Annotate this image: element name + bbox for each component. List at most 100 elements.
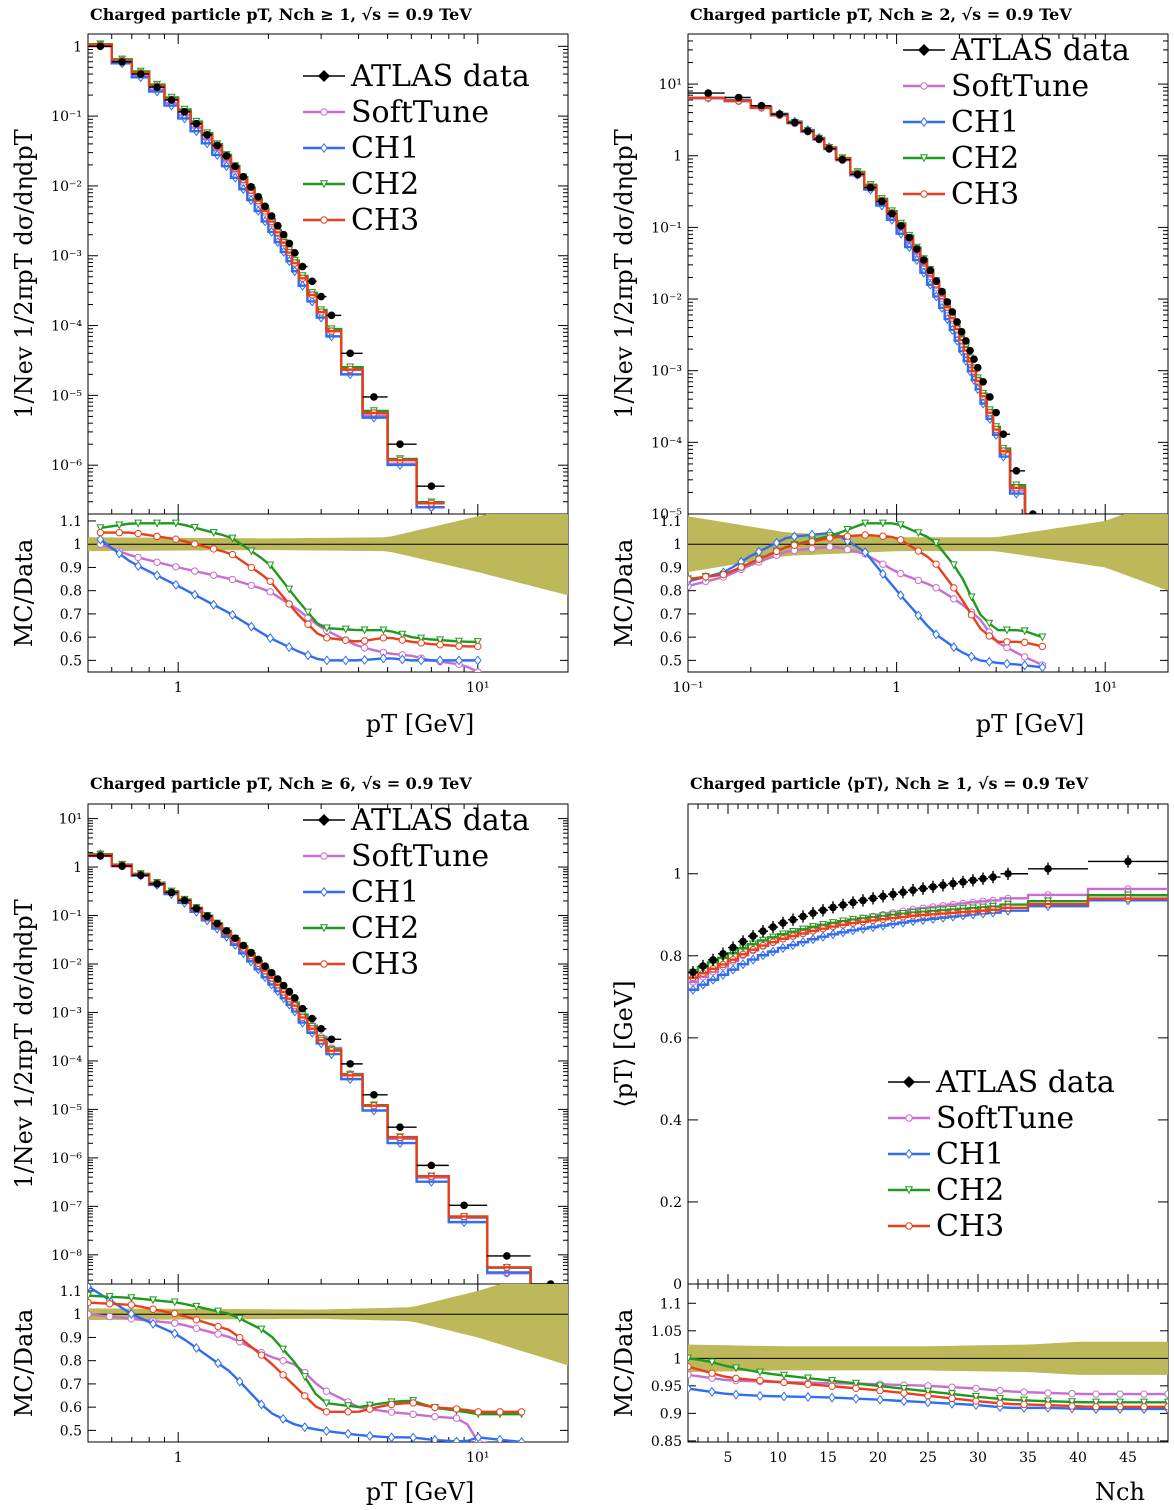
y-tick-label: 1 [673,149,682,165]
ratio-marker-CH2 [899,1385,909,1394]
ratio-marker-CH2 [875,1382,885,1391]
y-tick-label: 10⁻⁴ [651,435,682,451]
legend-label: ATLAS data [350,803,530,838]
data-point [222,927,231,935]
ratio-marker-CH3 [323,634,331,642]
ratio-marker-CH2 [923,1387,933,1396]
ratio-marker-CH3 [257,1351,266,1359]
ratio-marker-CH1 [341,655,350,666]
ratio-marker-CH1 [452,1436,461,1442]
data-point [279,981,288,990]
x-tick-label: 40 [1069,1450,1087,1466]
legend-label: CH3 [951,177,1019,212]
y-tick-label: 10¹ [59,812,82,828]
data-point [779,919,787,927]
ratio-marker-SoftTune [1164,1390,1168,1398]
ratio-marker-CH1 [967,651,976,662]
data-uncertainty-band [88,1284,568,1366]
ratio-marker-CH3 [708,1369,716,1377]
ratio-marker-CH3 [996,1399,1004,1407]
ratio-marker-SoftTune [948,1383,956,1391]
y-tick-label: 10⁻² [51,179,82,195]
data-point [167,888,176,897]
y-tick-label: 0.6 [660,1031,682,1047]
data-point [136,70,145,78]
ratio-marker-CH3 [1164,1403,1168,1411]
data-point [370,393,378,401]
ratio-marker-CH2 [127,1294,136,1303]
ratio-marker-CH1 [496,1434,504,1442]
data-point [327,1035,336,1044]
ratio-marker-CH3 [826,534,834,542]
data-point [1012,467,1021,475]
data-point [503,1252,511,1260]
data-point [992,408,1000,417]
data-point [254,955,263,964]
mc-curve-CH1 [688,899,1168,991]
ratio-marker-CH3 [409,1399,417,1407]
data-point [966,346,974,355]
ratio-frame [687,513,1169,673]
ratio-marker-CH2 [266,561,275,570]
ratio-y-tick-label: 1 [673,537,682,553]
mc-curve-CH2 [88,853,532,1284]
ratio-marker-CH1 [828,1392,836,1403]
data-point [261,202,269,211]
ratio-marker-CH2 [341,625,350,634]
ratio-marker-CH3 [1020,1400,1028,1409]
ratio-marker-CH3 [772,547,781,556]
ratio-marker-SoftTune [826,543,834,551]
ratio-marker-CH2 [235,1314,244,1323]
ratio-marker-CH3 [755,555,763,563]
ratio-marker-CH3 [790,541,799,549]
ratio-marker-CH1 [149,1318,157,1329]
ratio-marker-CH3 [914,547,923,555]
ratio-marker-CH1 [772,537,781,548]
ratio-marker-CH2 [1163,1398,1168,1407]
ratio-marker-CH2 [365,1401,374,1410]
ratio-marker-CH3 [153,532,161,541]
data-point [905,233,914,242]
y-tick-label: 10⁻¹ [51,909,82,925]
ratio-marker-CH2 [209,528,218,537]
ratio-y-tick-label: 1 [673,1351,682,1367]
legend-label: ATLAS data [350,59,530,94]
ratio-marker-CH3 [236,1333,244,1342]
ratio-marker-CH3 [924,1392,932,1400]
x-tick-label: 1 [892,680,901,696]
ratio-marker-CH2 [1067,1398,1077,1407]
ratio-marker-CH2 [995,1395,1005,1404]
legend-label: CH1 [951,105,1019,140]
ratio-marker-CH2 [1139,1398,1149,1407]
ratio-marker-SoftTune [191,567,199,575]
ratio-marker-CH1 [688,1383,692,1394]
ratio-marker-CH1 [322,1426,331,1437]
ratio-marker-CH3 [209,545,218,553]
ratio-marker-CH3 [431,1403,439,1412]
ratio-marker-CH2 [779,1371,789,1380]
data-point [327,311,336,320]
data-point [203,912,212,920]
data-point [819,906,827,915]
ratio-y-tick-label: 0.5 [60,653,82,669]
data-point [180,896,189,905]
ratio-y-tick-label: 0.5 [660,653,682,669]
x-tick-label: 1 [174,680,183,696]
chart-title: Charged particle ⟨pT⟩, Nch ≥ 1, √s = 0.9… [690,774,1089,793]
ratio-marker-CH3 [804,1380,812,1389]
ratio-marker-CH2 [949,561,958,570]
ratio-marker-CH3 [732,1374,740,1383]
ratio-marker-CH3 [322,1408,331,1416]
ratio-marker-CH3 [214,1322,222,1331]
ratio-marker-CH2 [755,1368,765,1377]
mc-curve-CH2 [688,894,1168,974]
ratio-marker-CH2 [115,521,124,530]
ratio-marker-SoftTune [1116,1390,1124,1398]
data-point [167,96,176,104]
legend-label: SoftTune [351,839,489,874]
ratio-marker-SoftTune [914,576,923,585]
legend-marker [319,180,329,189]
ratio-marker-CH2 [322,624,331,633]
